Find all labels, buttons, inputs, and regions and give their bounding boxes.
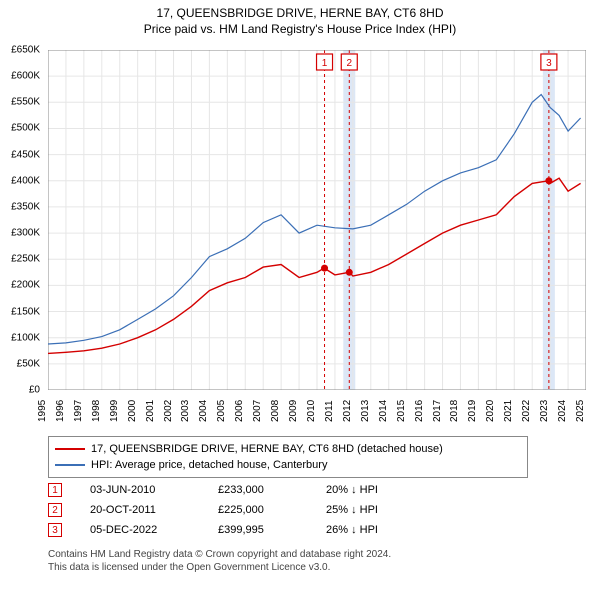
- x-tick-label: 1996: [55, 400, 66, 422]
- marker-diff: 26% ↓ HPI: [326, 524, 416, 536]
- marker-row: 2 20-OCT-2011 £225,000 25% ↓ HPI: [48, 500, 416, 520]
- legend-label: HPI: Average price, detached house, Cant…: [91, 457, 327, 473]
- x-tick-label: 2002: [162, 400, 173, 422]
- x-tick-label: 2009: [288, 400, 299, 422]
- marker-price: £233,000: [218, 484, 298, 496]
- x-tick-label: 2010: [306, 400, 317, 422]
- chart-plot-area: 1 2 3: [48, 50, 586, 390]
- y-tick-label: £300K: [11, 228, 40, 239]
- legend-box: 17, QUEENSBRIDGE DRIVE, HERNE BAY, CT6 8…: [48, 436, 528, 478]
- x-tick-label: 2007: [252, 400, 263, 422]
- x-tick-label: 2012: [342, 400, 353, 422]
- marker-price: £399,995: [218, 524, 298, 536]
- marker-date: 20-OCT-2011: [90, 504, 190, 516]
- footer-attribution: Contains HM Land Registry data © Crown c…: [48, 548, 391, 574]
- y-tick-label: £50K: [17, 358, 40, 369]
- y-tick-label: £650K: [11, 45, 40, 56]
- x-tick-label: 2013: [360, 400, 371, 422]
- y-tick-label: £150K: [11, 306, 40, 317]
- y-axis-labels: £0£50K£100K£150K£200K£250K£300K£350K£400…: [0, 50, 44, 390]
- x-tick-label: 2015: [396, 400, 407, 422]
- x-tick-label: 2025: [575, 400, 586, 422]
- x-tick-label: 2011: [324, 400, 335, 422]
- chart-subtitle: Price paid vs. HM Land Registry's House …: [0, 22, 600, 36]
- svg-text:1: 1: [322, 58, 328, 69]
- marker-badge: 3: [48, 523, 62, 537]
- y-tick-label: £100K: [11, 332, 40, 343]
- chart-svg: 1 2 3: [48, 50, 586, 390]
- x-tick-label: 1998: [91, 400, 102, 422]
- legend-swatch: [55, 464, 85, 466]
- svg-text:2: 2: [346, 58, 352, 69]
- footer-line-2: This data is licensed under the Open Gov…: [48, 561, 391, 574]
- x-tick-label: 1999: [109, 400, 120, 422]
- x-tick-label: 2014: [378, 400, 389, 422]
- y-tick-label: £600K: [11, 71, 40, 82]
- marker-date: 05-DEC-2022: [90, 524, 190, 536]
- legend-row: HPI: Average price, detached house, Cant…: [55, 457, 521, 473]
- legend-swatch: [55, 448, 85, 450]
- y-tick-label: £200K: [11, 280, 40, 291]
- x-tick-label: 2008: [270, 400, 281, 422]
- chart-container: 17, QUEENSBRIDGE DRIVE, HERNE BAY, CT6 8…: [0, 6, 600, 596]
- marker-badge: 1: [48, 483, 62, 497]
- x-tick-label: 2022: [521, 400, 532, 422]
- y-tick-label: £550K: [11, 97, 40, 108]
- svg-text:3: 3: [546, 58, 552, 69]
- x-tick-label: 2005: [216, 400, 227, 422]
- x-tick-label: 2004: [198, 400, 209, 422]
- markers-table: 1 03-JUN-2010 £233,000 20% ↓ HPI 2 20-OCT-201…: [48, 480, 416, 540]
- marker-row: 1 03-JUN-2010 £233,000 20% ↓ HPI: [48, 480, 416, 500]
- x-tick-label: 2024: [557, 400, 568, 422]
- x-tick-label: 2001: [144, 400, 155, 422]
- marker-badge: 2: [48, 503, 62, 517]
- x-tick-label: 2003: [180, 400, 191, 422]
- x-tick-label: 2023: [539, 400, 550, 422]
- x-tick-label: 2019: [467, 400, 478, 422]
- x-tick-label: 2017: [431, 400, 442, 422]
- marker-diff: 25% ↓ HPI: [326, 504, 416, 516]
- y-tick-label: £350K: [11, 201, 40, 212]
- y-tick-label: £250K: [11, 254, 40, 265]
- x-tick-label: 2020: [485, 400, 496, 422]
- chart-title: 17, QUEENSBRIDGE DRIVE, HERNE BAY, CT6 8…: [0, 6, 600, 20]
- marker-price: £225,000: [218, 504, 298, 516]
- y-tick-label: £400K: [11, 175, 40, 186]
- marker-row: 3 05-DEC-2022 £399,995 26% ↓ HPI: [48, 520, 416, 540]
- marker-diff: 20% ↓ HPI: [326, 484, 416, 496]
- x-axis-labels: 1995199619971998199920002001200220032004…: [48, 392, 586, 432]
- x-tick-label: 1997: [73, 400, 84, 422]
- x-tick-label: 2021: [503, 400, 514, 422]
- x-tick-label: 1995: [37, 400, 48, 422]
- legend-row: 17, QUEENSBRIDGE DRIVE, HERNE BAY, CT6 8…: [55, 441, 521, 457]
- x-tick-label: 2018: [449, 400, 460, 422]
- legend-label: 17, QUEENSBRIDGE DRIVE, HERNE BAY, CT6 8…: [91, 441, 443, 457]
- marker-date: 03-JUN-2010: [90, 484, 190, 496]
- y-tick-label: £500K: [11, 123, 40, 134]
- y-tick-label: £0: [29, 385, 40, 396]
- y-tick-label: £450K: [11, 149, 40, 160]
- x-tick-label: 2016: [413, 400, 424, 422]
- x-tick-label: 2000: [127, 400, 138, 422]
- x-tick-label: 2006: [234, 400, 245, 422]
- footer-line-1: Contains HM Land Registry data © Crown c…: [48, 548, 391, 561]
